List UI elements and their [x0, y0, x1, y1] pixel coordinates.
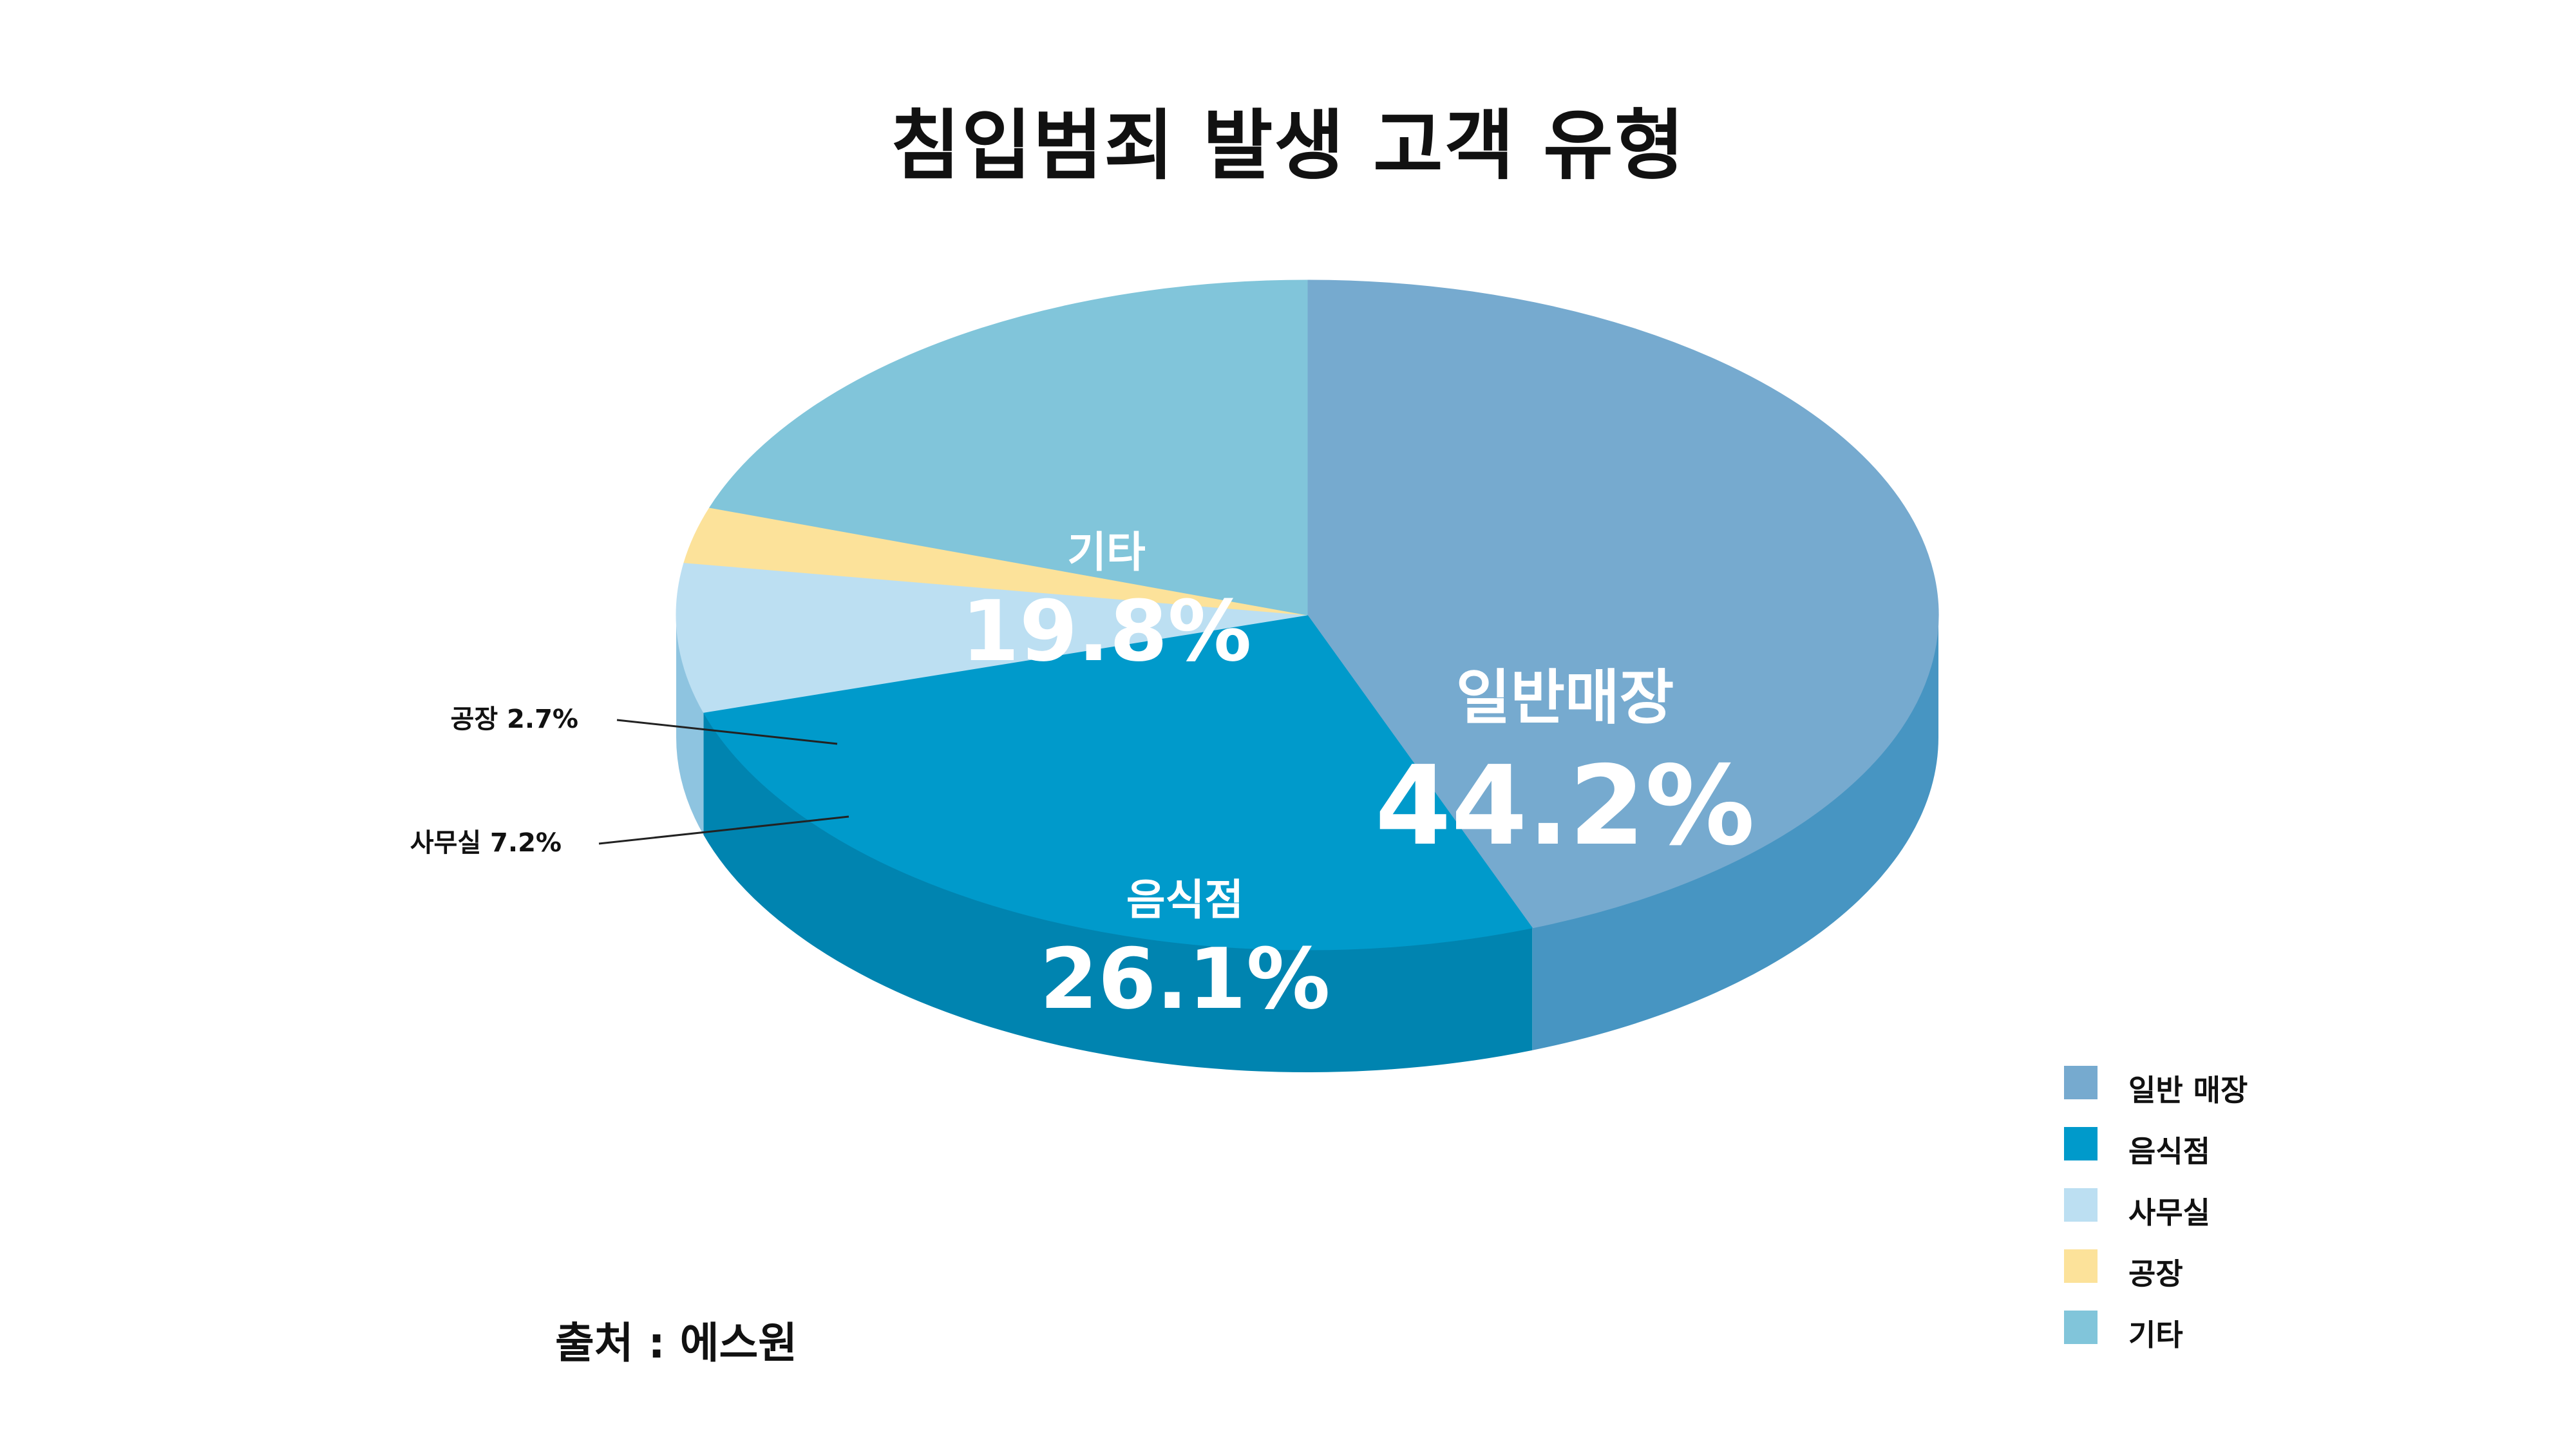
legend-label-공장: 공장 [2128, 1256, 2183, 1291]
legend-label-음식점: 음식점 [2128, 1134, 2210, 1169]
callout-line-사무실 [598, 815, 849, 845]
callout-line-공장 [616, 719, 838, 745]
slice-value-일반매장: 44.2% [1375, 743, 1755, 870]
legend-swatch-기타 [2064, 1311, 2098, 1344]
slice-value-음식점: 26.1% [1039, 930, 1330, 1028]
slice-label-기타: 기타 [1067, 527, 1145, 577]
slice-label-음식점: 음식점 [1126, 875, 1244, 925]
legend-swatch-공장 [2064, 1249, 2098, 1283]
pie-top-group [676, 279, 1939, 951]
slice-value-기타: 19.8% [961, 582, 1251, 680]
legend-label-사무실: 사무실 [2128, 1195, 2210, 1230]
legend-label-기타: 기타 [2128, 1318, 2183, 1352]
legend-swatch-일반매장 [2064, 1066, 2098, 1099]
pie-slice-음식점 [703, 614, 1533, 951]
legend-swatch-사무실 [2064, 1188, 2098, 1222]
source-note: 출처 : 에스원 [555, 1318, 797, 1368]
pie-side-음식점 [703, 712, 1533, 1072]
legend-swatch-음식점 [2064, 1127, 2098, 1160]
pie-side-사무실 [676, 615, 704, 835]
pie-slice-기타 [709, 279, 1308, 616]
pie-side-일반매장 [1532, 615, 1938, 1050]
pie-slice-일반매장 [1307, 279, 1939, 929]
pie-side-group [676, 615, 1938, 1072]
legend-label-일반매장: 일반 매장 [2128, 1073, 2248, 1108]
chart-title: 침입범죄 발생 고객 유형 [890, 101, 1686, 190]
callout-label-사무실: 사무실 7.2% [410, 828, 562, 858]
callout-label-공장: 공장 2.7% [451, 705, 578, 734]
pie-slice-사무실 [676, 562, 1308, 713]
slice-label-일반매장: 일반매장 [1456, 663, 1674, 732]
